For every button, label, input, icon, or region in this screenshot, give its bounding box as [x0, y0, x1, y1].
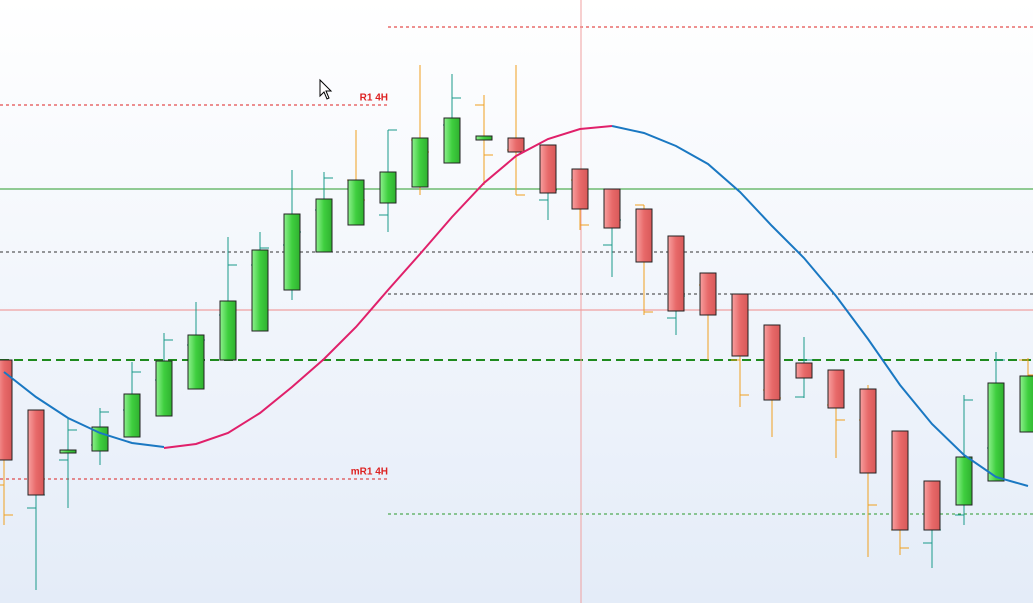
candle-body [635, 208, 653, 263]
candle-body [987, 382, 1005, 482]
candle-body [859, 388, 877, 474]
mouse-cursor [319, 78, 333, 100]
candle-body [187, 334, 205, 390]
candle-body [955, 456, 973, 506]
moving-average [163, 125, 613, 449]
candle-body [91, 426, 109, 452]
candle-body [123, 393, 141, 438]
candle-body [0, 359, 13, 461]
candle-body [27, 409, 45, 496]
candle-body [315, 198, 333, 253]
candle-body [603, 188, 621, 229]
candle-body [923, 480, 941, 531]
candle-body [795, 362, 813, 379]
candle-body [251, 249, 269, 332]
candle-body [699, 272, 717, 316]
level-label: mR1 4H [351, 467, 388, 478]
candle-body [347, 179, 365, 226]
candle-body [891, 430, 909, 531]
candle-body [411, 137, 429, 188]
candle-body [731, 293, 749, 357]
candle-body [507, 137, 525, 153]
level-label: R1 4H [360, 93, 388, 104]
candle-body [379, 171, 397, 204]
candle-body [475, 135, 493, 141]
candle-body [155, 360, 173, 417]
candle-body [667, 235, 685, 312]
candle-body [571, 168, 589, 210]
candle-body [59, 449, 77, 454]
candle-body [1019, 375, 1033, 433]
candle-body [283, 213, 301, 291]
candle-body [443, 117, 461, 164]
moving-average [3, 125, 1029, 487]
candle-body [219, 300, 237, 361]
candle-body [539, 144, 557, 194]
candle-body [763, 324, 781, 401]
candle-body [827, 369, 845, 409]
